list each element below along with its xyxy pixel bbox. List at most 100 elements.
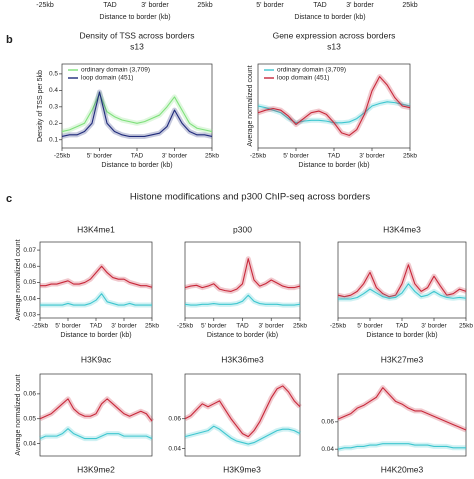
chart-title: H4K20me3 — [381, 464, 424, 474]
chart: H3K36me3 0.04 0.06 — [168, 354, 302, 457]
series-line — [337, 387, 467, 431]
chart: p300 -25kb 5' border TAD 3' border 25kb Distan… — [177, 224, 308, 339]
strip-text: 25kb — [402, 2, 417, 9]
series-line — [257, 76, 411, 136]
series-line — [39, 428, 153, 440]
y-tick-label: 0.05 — [23, 279, 36, 286]
chart: H3K4me3 -25kb 5' border TAD 3' border 25kb Dis… — [330, 224, 474, 339]
x-axis-label: Distance to border (kb) — [366, 332, 437, 339]
y-tick-label: 0.03 — [23, 311, 36, 318]
series-line — [337, 264, 467, 298]
chart-title: H3K4me1 — [77, 224, 115, 234]
chart-title: H3K4me3 — [383, 224, 421, 234]
x-tick-label: -25kb — [177, 323, 194, 330]
y-tick-label: 0.2 — [49, 120, 58, 127]
chart: H3K27me3 0.04 0.06 — [321, 354, 467, 457]
x-tick-label: TAD — [396, 323, 409, 330]
chart-title: H3K9me3 — [223, 464, 261, 474]
plot-frame — [337, 373, 467, 457]
x-tick-label: 25kb — [459, 323, 473, 330]
strip-text: Distance to border (kb) — [99, 14, 170, 21]
y-tick-label: 0.05 — [23, 415, 36, 422]
y-tick-label: 0.04 — [321, 446, 334, 453]
legend-label: loop domain (451) — [81, 75, 133, 82]
ribbon — [61, 89, 213, 139]
plot-frame — [39, 373, 153, 457]
series-line — [40, 265, 153, 288]
panel-label: c — [6, 193, 12, 205]
ribbon — [38, 426, 154, 442]
strip-text: -25kb — [36, 2, 54, 9]
chart-subtitle: s13 — [327, 41, 341, 51]
strip-text: TAD — [103, 2, 116, 9]
chart-title: H3K36me3 — [221, 354, 264, 364]
y-tick-label: 0.04 — [168, 445, 181, 452]
x-tick-label: 25kb — [403, 153, 417, 160]
x-tick-label: 5' border — [201, 323, 227, 330]
strip-text: Distance to border (kb) — [294, 14, 365, 21]
y-axis-label: Average normalized count — [15, 374, 22, 455]
y-tick-label: 0.3 — [49, 104, 58, 111]
x-tick-label: 25kb — [205, 153, 219, 160]
strip-text: 5' border — [256, 2, 284, 9]
strip-text: 3' border — [346, 2, 374, 9]
x-tick-label: TAD — [328, 153, 341, 160]
x-tick-label: 3' border — [359, 153, 385, 160]
ribbon — [38, 396, 154, 423]
x-tick-label: -25kb — [330, 323, 347, 330]
x-tick-label: -25kb — [250, 153, 267, 160]
x-tick-label: 25kb — [293, 323, 307, 330]
y-tick-label: 0.04 — [23, 295, 36, 302]
series-line — [184, 294, 301, 306]
x-tick-label: 5' border — [283, 153, 309, 160]
x-tick-label: TAD — [236, 323, 249, 330]
chart-title: H3K27me3 — [381, 354, 424, 364]
series-line — [40, 293, 152, 306]
y-tick-label: 0.06 — [321, 419, 334, 426]
ribbon — [61, 91, 213, 134]
y-tick-label: 0.07 — [23, 247, 36, 254]
chart-title: H3K9me2 — [77, 464, 115, 474]
series-line — [61, 93, 213, 133]
x-tick-label: 25kb — [145, 323, 159, 330]
chart-title: Density of TSS across borders — [79, 30, 194, 40]
chart-title: Gene expression across borders — [273, 30, 396, 40]
x-tick-label: -25kb — [54, 153, 71, 160]
x-tick-label: TAD — [131, 153, 144, 160]
legend-label: ordinary domain (3,709) — [277, 67, 346, 74]
legend-label: ordinary domain (3,709) — [81, 67, 150, 74]
y-axis-label: Density of TSS per 5kb — [37, 70, 44, 142]
x-axis-label: Distance to border (kb) — [207, 332, 278, 339]
x-tick-label: 5' border — [87, 153, 113, 160]
chart-subtitle: s13 — [130, 41, 144, 51]
y-axis-label: Average normalized count — [15, 239, 22, 320]
y-tick-label: 0.5 — [49, 71, 58, 78]
x-tick-label: 3' border — [259, 323, 285, 330]
x-axis-label: Distance to border (kb) — [60, 332, 131, 339]
legend-label: loop domain (451) — [277, 75, 329, 82]
y-tick-label: 0.04 — [23, 440, 36, 447]
strip-text: 3' border — [141, 2, 169, 9]
x-tick-label: 3' border — [162, 153, 188, 160]
series-line — [61, 91, 213, 138]
y-axis-label: Average normalized count — [247, 65, 254, 146]
section-title: Histone modifications and p300 ChIP-seq … — [130, 192, 371, 203]
series-line — [338, 283, 467, 300]
chart-title: H3K9ac — [81, 354, 112, 364]
series-line — [184, 425, 301, 445]
series-line — [184, 258, 301, 292]
x-tick-label: 3' border — [111, 323, 137, 330]
chart: H3K4me1 0.03 0.04 0.05 0.06 0.07 -25kb 5' borde… — [15, 224, 160, 339]
y-tick-label: 0.4 — [49, 87, 58, 94]
y-tick-label: 0.06 — [23, 391, 36, 398]
x-tick-label: TAD — [90, 323, 103, 330]
plot-frame — [184, 373, 301, 457]
x-tick-label: -25kb — [32, 323, 49, 330]
strip-text: 25kb — [197, 2, 212, 9]
x-tick-label: 5' border — [357, 323, 383, 330]
series-line — [184, 385, 301, 438]
y-tick-label: 0.06 — [23, 263, 36, 270]
